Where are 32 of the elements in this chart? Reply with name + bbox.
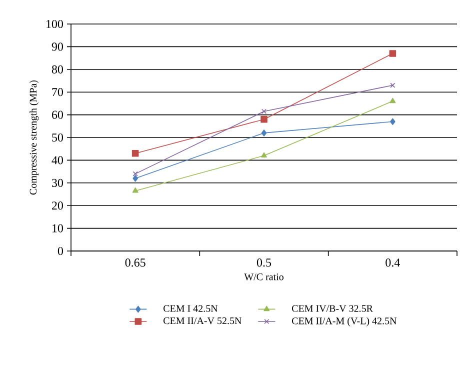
- point: [390, 82, 396, 88]
- legend-label: CEM I 42.5N: [164, 305, 218, 312]
- y-tick-label: 50: [52, 133, 64, 142]
- y-tick-label: 70: [52, 88, 64, 96]
- y-tick-label: 0: [58, 246, 64, 256]
- y-tick-label: 60: [52, 110, 64, 119]
- point: [390, 98, 396, 104]
- point: [261, 152, 267, 158]
- point: [260, 116, 268, 123]
- legend-label: CEM II/A-V 52.5N: [164, 317, 242, 324]
- point: [132, 174, 138, 182]
- y-tick-label: 10: [52, 224, 64, 232]
- legend-label: CEM IV/B-V 32.5R: [292, 305, 373, 312]
- x-tick-label: 0.65: [125, 258, 146, 267]
- point: [132, 187, 138, 193]
- legend-label: CEM II/A-M (V-L) 42.5N: [292, 317, 397, 326]
- y-tick-label: 20: [52, 202, 64, 210]
- y-tick-label: 30: [52, 178, 64, 187]
- point: [390, 118, 396, 126]
- y-tick-label: 90: [52, 42, 64, 51]
- point: [132, 150, 139, 157]
- point: [132, 171, 138, 176]
- y-tick-label: 40: [52, 156, 64, 164]
- x-tick-label: 0.5: [256, 258, 272, 267]
- point: [261, 130, 267, 136]
- point: [389, 50, 396, 57]
- x-tick-label: 0.4: [386, 258, 400, 267]
- y-axis-title: Compressive strength (MPa): [29, 80, 39, 195]
- y-tick-label: 100: [46, 20, 63, 28]
- point: [261, 108, 267, 114]
- x-axis-title: W/C ratio: [244, 274, 284, 280]
- y-tick-label: 80: [52, 65, 64, 74]
